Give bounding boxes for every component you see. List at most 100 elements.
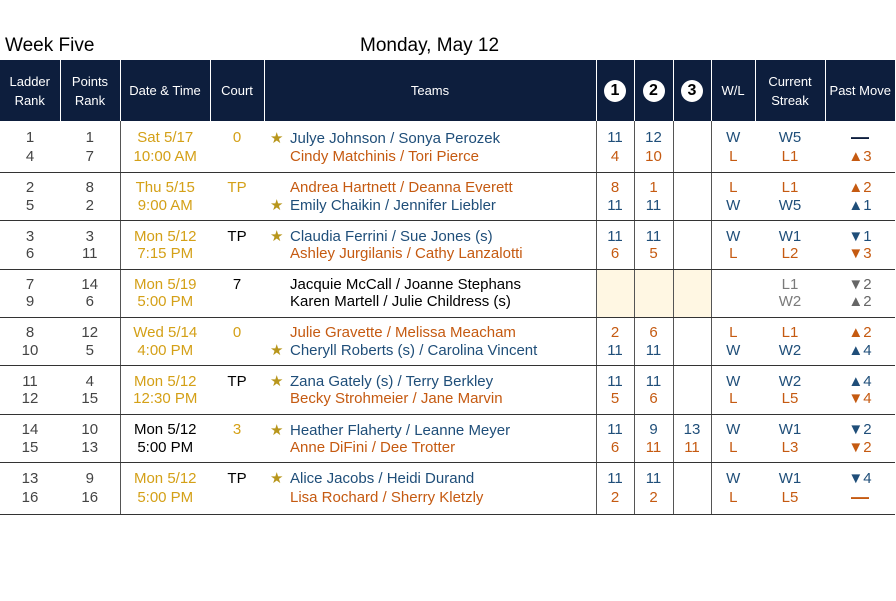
down-arrow-icon: ▼2	[848, 421, 872, 438]
points-rank-cell: 9	[60, 462, 121, 487]
up-arrow-icon: ▲2	[848, 178, 872, 196]
set3-score	[673, 487, 712, 515]
team-names: Cindy Matchinis / Tori Pierce	[290, 148, 479, 166]
datetime-cell: Mon 5/19	[133, 275, 197, 293]
wl-cell: L	[729, 178, 738, 196]
set2-score: 11	[634, 365, 674, 390]
set2-score: 9	[634, 414, 674, 439]
col-set1: 1	[596, 60, 635, 121]
wl-cell: L	[711, 438, 755, 463]
court-cell	[210, 487, 264, 515]
datetime-cell: 5:00 PM	[120, 487, 210, 515]
court-cell	[210, 438, 264, 463]
team-cell: Lisa Rochard / Sherry Kletzly	[264, 487, 597, 515]
wl-cell: L	[711, 245, 755, 270]
winner-star-icon: ★	[270, 342, 284, 359]
team-cell: Becky Strohmeier / Jane Marvin	[264, 390, 597, 415]
ladder-rank-cell: 10	[0, 341, 60, 366]
date-title: Monday, May 12	[360, 35, 500, 56]
points-rank-cell: 8	[60, 172, 121, 196]
streak-cell: W5	[755, 196, 825, 221]
past-move-cell: ▲2	[825, 317, 895, 341]
streak-cell: W2	[755, 341, 825, 366]
team-names: Karen Martell / Julie Childress (s)	[290, 293, 511, 311]
up-arrow-icon: ▲1	[848, 196, 872, 214]
past-move-cell: ▼4	[825, 463, 895, 488]
points-rank-cell: 3	[60, 220, 121, 245]
set3-badge: 3	[681, 79, 703, 102]
set2-score: 2	[634, 487, 674, 515]
set3-score	[673, 341, 712, 366]
down-arrow-icon: ▼1	[848, 227, 872, 245]
winner-star-icon: ★	[270, 373, 284, 390]
team-cell: Cindy Matchinis / Tori Pierce	[264, 148, 597, 173]
col-streak: Current Streak	[755, 60, 826, 121]
wl-cell: W	[726, 469, 741, 487]
set1-score	[596, 269, 635, 293]
datetime-cell: Wed 5/14	[133, 323, 198, 341]
points-rank-cell: 5	[60, 341, 121, 366]
table-row: 14 10 Mon 5/12 3 ★ Heather Flaherty / Leanne …	[0, 414, 895, 439]
datetime-cell: 5:00 PM	[120, 438, 210, 463]
past-move-cell: ▼2	[825, 269, 895, 293]
court-cell	[210, 196, 264, 221]
table-row: 7 14 Mon 5/19 7 Jacquie McCall / Joanne Step…	[0, 269, 895, 293]
set1-score: 11	[596, 414, 635, 439]
points-rank-cell: 1	[60, 121, 121, 148]
wl-cell: W	[726, 227, 741, 245]
table-row: 13 9 Mon 5/12 TP ★ Alice Jacobs / Heidi Duran…	[0, 462, 895, 488]
points-rank-cell: 11	[60, 245, 121, 270]
team-cell: Karen Martell / Julie Childress (s)	[264, 293, 597, 318]
streak-cell: W5	[778, 129, 802, 146]
set3-score	[673, 196, 712, 221]
set3-score: 13	[673, 414, 712, 439]
ladder-rank-cell: 2	[25, 178, 35, 196]
datetime-cell: Mon 5/12	[133, 227, 197, 245]
past-move-cell: ▲3	[825, 148, 895, 173]
court-cell: TP	[227, 469, 247, 487]
set3-score	[673, 293, 712, 318]
table-row: 8 12 Wed 5/14 0 Julie Gravette / Melissa Mea…	[0, 317, 895, 341]
col-set2: 2	[634, 60, 674, 121]
up-arrow-icon: ▲4	[848, 372, 872, 390]
ladder-rank-cell: 9	[0, 293, 60, 318]
set3-score	[673, 245, 712, 270]
team-names: Anne DiFini / Dee Trotter	[290, 438, 456, 456]
set2-score: 11	[634, 196, 674, 221]
past-move-cell: ▲4	[825, 341, 895, 366]
past-move-cell: ▼3	[825, 245, 895, 270]
set1-score: 11	[596, 341, 635, 366]
team-names: Ashley Jurgilanis / Cathy Lanzalotti	[290, 245, 523, 263]
team-cell: ★ Claudia Ferrini / Sue Jones (s)	[264, 220, 597, 245]
set1-score: 2	[596, 487, 635, 515]
streak-cell: L2	[755, 245, 825, 270]
set3-score	[673, 172, 712, 196]
ladder-rank-cell: 16	[0, 487, 60, 515]
winner-star-icon: ★	[270, 421, 284, 439]
wl-cell: W	[726, 421, 741, 438]
court-cell: TP	[227, 372, 247, 390]
set2-score: 5	[634, 245, 674, 270]
set2-score: 6	[634, 317, 674, 341]
court-cell: 0	[232, 323, 242, 341]
up-arrow-icon: ▲4	[848, 341, 872, 359]
set1-score: 6	[596, 438, 635, 463]
ladder-rank-cell: 1	[25, 129, 35, 146]
team-names: Claudia Ferrini / Sue Jones (s)	[290, 228, 493, 245]
table-row: 15 13 5:00 PM Anne DiFini / Dee Trotter 6 11 1…	[0, 438, 895, 463]
set2-score: 11	[634, 438, 674, 463]
set1-score: 4	[596, 148, 635, 173]
team-names: Heather Flaherty / Leanne Meyer	[290, 421, 511, 439]
winner-star-icon: ★	[270, 228, 284, 245]
datetime-cell: 4:00 PM	[120, 341, 210, 366]
col-set3: 3	[673, 60, 712, 121]
datetime-cell: Mon 5/12	[133, 372, 197, 390]
team-names: Julye Johnson / Sonya Perozek	[290, 129, 501, 147]
team-cell: ★ Zana Gately (s) / Terry Berkley	[264, 365, 597, 390]
set2-score: 6	[634, 390, 674, 415]
past-move-cell: —	[825, 121, 895, 148]
past-move-cell: ▲4	[825, 366, 895, 391]
set2-score: 11	[634, 462, 674, 487]
set2-score: 10	[634, 148, 674, 173]
wl-cell	[711, 293, 755, 318]
